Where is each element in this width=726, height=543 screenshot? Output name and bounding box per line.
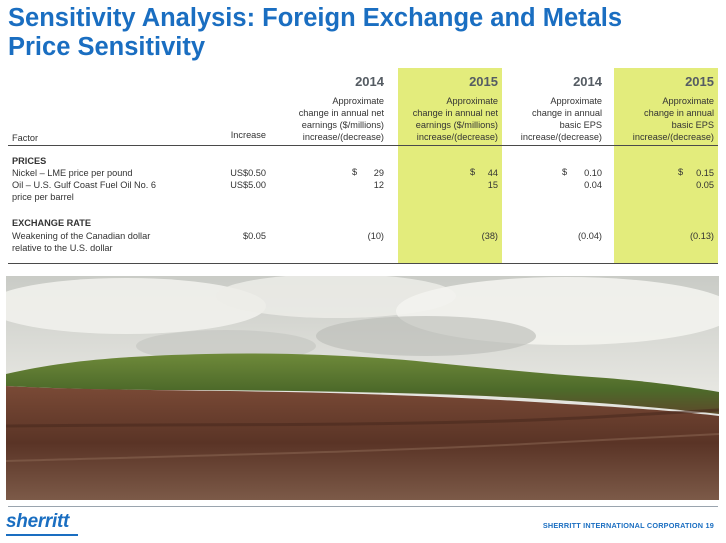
column-header-3: Approximate change in annual basic EPS incr… bbox=[520, 96, 602, 142]
column-year-2: 2015 bbox=[469, 74, 498, 89]
row-factor-oil: Oil – U.S. Gulf Coast Fuel Oil No. 6 pri… bbox=[12, 180, 156, 202]
value-oil-2014-earnings: 12 bbox=[373, 180, 384, 190]
value-oil-2014-eps: 0.04 bbox=[584, 180, 602, 190]
row-increase-cad: $0.05 bbox=[243, 231, 266, 241]
row-factor-nickel: Nickel – LME price per pound bbox=[12, 168, 133, 178]
value-nickel-2015-earnings: 44 bbox=[487, 168, 498, 178]
value-nickel-2014-earnings: 29 bbox=[373, 168, 384, 178]
slide-title: Sensitivity Analysis: Foreign Exchange a… bbox=[8, 4, 720, 62]
value-cad-2014-eps: (0.04) bbox=[577, 231, 602, 241]
currency-sign: $ bbox=[352, 167, 358, 177]
column-year-3: 2014 bbox=[573, 74, 602, 89]
value-nickel-2015-eps: 0.15 bbox=[696, 168, 714, 178]
value-oil-2015-eps: 0.05 bbox=[696, 180, 714, 190]
column-year-4: 2015 bbox=[685, 74, 714, 89]
column-year-1: 2014 bbox=[355, 74, 384, 89]
value-cad-2014-earnings: (10) bbox=[367, 231, 384, 241]
column-header-2: Approximate change in annual net earnings … bbox=[412, 96, 498, 142]
table-bottom-divider bbox=[8, 263, 718, 264]
increase-header: Increase bbox=[230, 130, 266, 140]
slide-title-line1: Sensitivity Analysis: Foreign Exchange a… bbox=[8, 4, 623, 32]
factor-header: Factor bbox=[12, 133, 39, 143]
row-factor-cad: Weakening of the Canadian dollar relativ… bbox=[12, 231, 151, 253]
section-title-prices: PRICES bbox=[12, 156, 47, 166]
logo-underline bbox=[6, 534, 78, 536]
row-increase-nickel: US$0.50 bbox=[230, 168, 266, 178]
landscape-photo bbox=[6, 276, 719, 500]
sherritt-logo: sherritt bbox=[6, 511, 70, 532]
currency-sign: $ bbox=[678, 167, 684, 177]
column-header-1: Approximate change in annual net earnings … bbox=[298, 96, 384, 142]
footer-divider bbox=[8, 506, 718, 507]
section-title-exchange-rate: EXCHANGE RATE bbox=[12, 218, 91, 228]
column-header-4: Approximate change in annual basic EPS incr… bbox=[632, 96, 714, 142]
value-cad-2015-eps: (0.13) bbox=[689, 231, 714, 241]
value-nickel-2014-eps: 0.10 bbox=[584, 168, 602, 178]
footer-corporation-page: SHERRITT INTERNATIONAL CORPORATION 19 bbox=[542, 521, 714, 530]
value-cad-2015-earnings: (38) bbox=[481, 231, 498, 241]
currency-sign: $ bbox=[470, 167, 476, 177]
header-divider bbox=[8, 145, 718, 146]
slide-title-line2: Price Sensitivity bbox=[8, 33, 206, 61]
currency-sign: $ bbox=[562, 167, 568, 177]
highlight-column-2015-earnings bbox=[398, 68, 502, 264]
highlight-column-2015-eps bbox=[614, 68, 718, 264]
value-oil-2015-earnings: 15 bbox=[487, 180, 498, 190]
row-increase-oil: US$5.00 bbox=[230, 180, 266, 190]
